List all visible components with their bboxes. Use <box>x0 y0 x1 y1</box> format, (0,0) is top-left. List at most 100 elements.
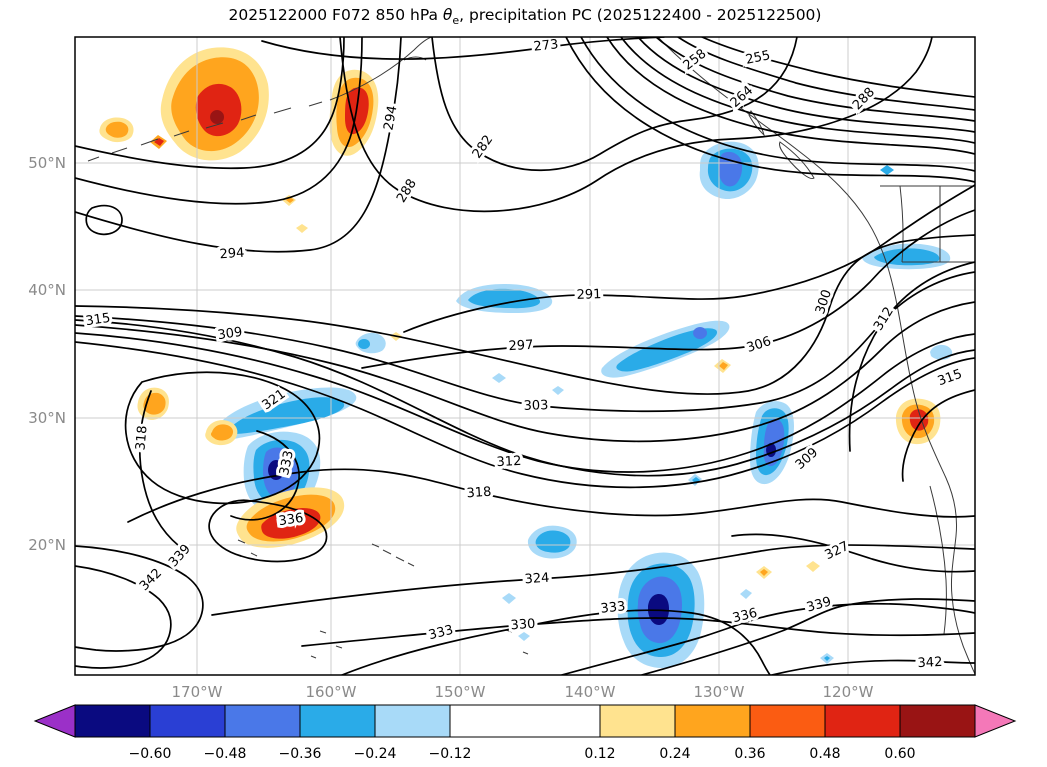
colorbar-extend-right-arrow <box>974 704 1017 738</box>
shaded-region <box>692 477 700 484</box>
title-pre: 2025122000 F072 850 hPa <box>228 6 443 24</box>
latitude-tick-label: 30°N <box>28 409 66 427</box>
contour-label: 300 <box>813 288 835 316</box>
shaded-region <box>719 362 728 370</box>
colorbar: −0.60 −0.48 −0.36 −0.24 −0.12 0.12 0.24 0.36 0.4… <box>33 704 1017 762</box>
contour-label: 315 <box>936 367 964 390</box>
axis-labels-layer: 50°N 40°N 30°N 20°N 170°W 160°W 150°W 140°W 130°… <box>28 154 873 701</box>
coastline <box>173 130 190 137</box>
coastline <box>240 114 257 121</box>
title-theta-symbol: θ <box>442 6 453 24</box>
contour-line-315 <box>901 389 975 482</box>
contour-label: 315 <box>85 311 112 329</box>
contour-label: 306 <box>745 334 773 356</box>
latitude-tick-label: 40°N <box>28 281 66 299</box>
coastline <box>657 37 975 675</box>
coastline <box>395 556 405 562</box>
contour-line-312 <box>848 261 975 452</box>
contour-line-333 <box>341 609 771 675</box>
contour-label: 324 <box>524 571 550 588</box>
contour-label: 258 <box>681 46 710 73</box>
colorbar-segment <box>449 704 601 738</box>
coastline <box>140 138 159 146</box>
colorbar-tick-label: 0.36 <box>734 746 765 762</box>
contour-line-303 <box>75 271 975 413</box>
contour-line-324 <box>211 544 975 616</box>
shaded-region <box>228 397 345 434</box>
colorbar-tick-label: −0.24 <box>354 746 397 762</box>
contour-line-270 <box>606 37 975 155</box>
colorbar-tick-label: −0.36 <box>279 746 322 762</box>
longitude-tick-label: 130°W <box>694 683 745 701</box>
coastline <box>522 651 529 655</box>
shaded-regions-layer <box>99 47 953 668</box>
contour-line-294 <box>75 37 402 253</box>
shaded-region <box>718 151 743 187</box>
contour-line-318 <box>138 390 180 547</box>
colorbar-segment <box>899 704 976 738</box>
shaded-region <box>616 328 718 372</box>
colorbar-segment <box>374 704 451 738</box>
longitude-tick-label: 120°W <box>823 683 874 701</box>
contour-line-339 <box>641 598 975 675</box>
colorbar-segment <box>74 704 151 738</box>
title-post: , precipitation PC (2025122400 - 2025122… <box>459 6 822 24</box>
latitude-tick-label: 50°N <box>28 154 66 172</box>
colorbar-extend-left-arrow <box>33 704 76 738</box>
contour-label: 291 <box>576 287 601 303</box>
shaded-region <box>930 344 953 360</box>
contour-line-297 <box>361 209 975 369</box>
shaded-region <box>492 373 506 383</box>
contour-line-330 <box>301 617 975 647</box>
coastline <box>250 552 258 557</box>
contour-line-282 <box>431 37 798 172</box>
colorbar-segment <box>149 704 226 738</box>
shaded-region <box>518 632 530 641</box>
contour-line-333 <box>230 430 300 521</box>
contour-label: 330 <box>510 617 536 634</box>
shaded-region <box>535 530 571 553</box>
colorbar-tick-label: 0.24 <box>659 746 690 762</box>
contour-line-336 <box>208 499 328 563</box>
contour-line-327 <box>731 533 975 573</box>
contour-label: 336 <box>731 606 759 627</box>
contour-line-339 <box>75 545 204 652</box>
coastline <box>382 549 392 555</box>
coastline <box>319 630 327 634</box>
longitude-tick-label: 160°W <box>306 683 357 701</box>
longitude-tick-label: 170°W <box>172 683 223 701</box>
contour-label: 294 <box>381 104 400 131</box>
shaded-region <box>261 508 321 539</box>
colorbar-tick-label: 0.60 <box>884 746 915 762</box>
colorbar-tick-label: −0.12 <box>429 746 472 762</box>
colorbar-tick-label: 0.12 <box>584 746 615 762</box>
contour-label: 282 <box>470 133 497 162</box>
coastline <box>237 539 246 544</box>
contour-label: 339 <box>166 542 194 570</box>
contour-line-288 <box>339 37 933 213</box>
shaded-region <box>880 165 894 175</box>
contour-line-342 <box>771 659 975 675</box>
contour-line-291 <box>403 184 975 333</box>
shaded-region <box>195 83 242 137</box>
shaded-region <box>210 110 225 124</box>
shaded-region <box>105 121 129 138</box>
contour-line-342 <box>75 565 172 669</box>
contour-label: 309 <box>217 325 244 343</box>
contour-label: 309 <box>793 445 821 473</box>
contour-label: 294 <box>219 246 245 263</box>
contour-line-309 <box>75 332 975 473</box>
contour-label: 333 <box>600 599 626 617</box>
contour-label: 312 <box>496 454 522 470</box>
contour-line-255 <box>701 37 975 98</box>
shaded-region <box>552 386 564 395</box>
colorbar-segment <box>599 704 676 738</box>
colorbar-segment <box>299 704 376 738</box>
shaded-region <box>760 569 768 576</box>
contour-line-312 <box>75 341 975 489</box>
contour-line-276 <box>580 37 975 172</box>
contour-label: 303 <box>523 398 548 414</box>
shaded-region <box>693 327 708 339</box>
contour-label: 318 <box>466 485 492 502</box>
